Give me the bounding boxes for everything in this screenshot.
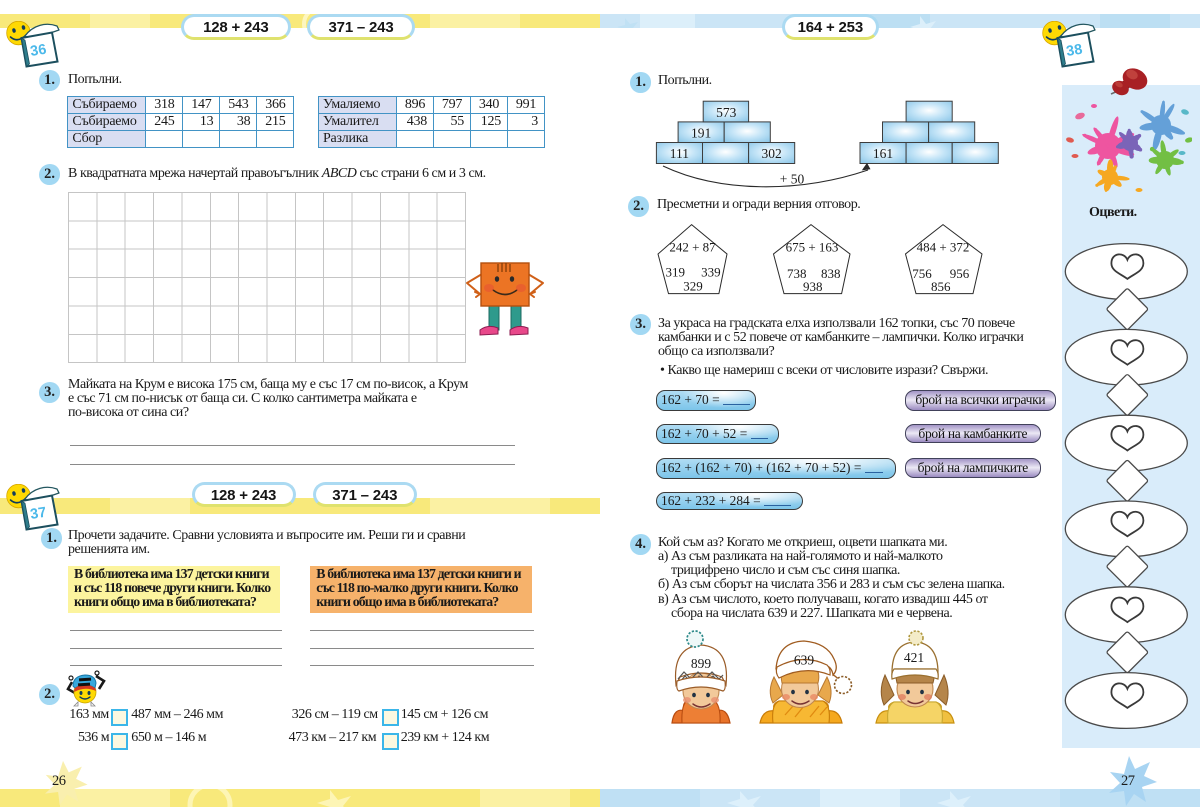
- svg-text:191: 191: [691, 125, 711, 140]
- svg-text:756: 756: [912, 266, 932, 281]
- svg-text:938: 938: [803, 279, 823, 294]
- svg-text:+ 50: + 50: [780, 172, 805, 187]
- svg-text:339: 339: [701, 265, 721, 280]
- svg-text:302: 302: [761, 146, 781, 161]
- svg-text:484 + 372: 484 + 372: [917, 240, 970, 255]
- svg-text:161: 161: [873, 146, 893, 161]
- svg-text:329: 329: [683, 279, 703, 294]
- svg-text:36: 36: [29, 42, 47, 60]
- svg-text:899: 899: [691, 656, 712, 671]
- svg-text:111: 111: [670, 146, 689, 161]
- svg-text:319: 319: [665, 265, 685, 280]
- svg-text:956: 956: [950, 266, 970, 281]
- svg-text:639: 639: [794, 653, 815, 668]
- svg-text:573: 573: [716, 105, 737, 120]
- svg-text:242 + 87: 242 + 87: [669, 240, 716, 255]
- svg-text:856: 856: [931, 279, 951, 294]
- svg-text:421: 421: [904, 650, 924, 665]
- svg-text:675 + 163: 675 + 163: [786, 240, 839, 255]
- svg-text:738: 738: [787, 266, 807, 281]
- svg-text:38: 38: [1065, 42, 1083, 60]
- svg-text:37: 37: [29, 505, 47, 523]
- svg-text:838: 838: [821, 266, 841, 281]
